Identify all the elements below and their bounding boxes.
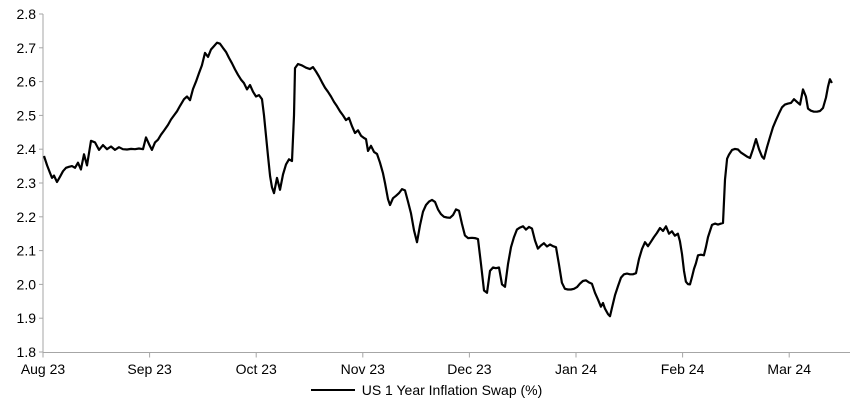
x-tick-label-feb-24: Feb 24 xyxy=(661,361,705,377)
y-tick-label-2-0: 2.0 xyxy=(17,276,37,292)
y-tick-label-1-8: 1.8 xyxy=(17,344,37,360)
chart-legend: US 1 Year Inflation Swap (%) xyxy=(0,381,853,399)
legend-line-sample xyxy=(310,389,355,391)
x-tick-label-oct-23: Oct 23 xyxy=(236,361,277,377)
x-tick-label-sep-23: Sep 23 xyxy=(127,361,172,377)
y-tick-label-2-7: 2.7 xyxy=(17,40,37,56)
series-line-us-1-year-inflation-swap xyxy=(42,41,833,318)
legend-label: US 1 Year Inflation Swap (%) xyxy=(361,382,543,398)
y-tick-label-2-1: 2.1 xyxy=(17,243,37,259)
y-tick-label-2-6: 2.6 xyxy=(17,74,37,90)
y-tick-label-1-9: 1.9 xyxy=(17,310,37,326)
x-tick-label-nov-23: Nov 23 xyxy=(341,361,386,377)
y-tick-label-2-5: 2.5 xyxy=(17,107,37,123)
y-tick-label-2-4: 2.4 xyxy=(17,141,37,157)
x-tick-label-mar-24: Mar 24 xyxy=(767,361,811,377)
y-tick-label-2-8: 2.8 xyxy=(17,6,37,22)
x-tick-label-dec-23: Dec 23 xyxy=(447,361,492,377)
x-tick-label-aug-23: Aug 23 xyxy=(21,361,66,377)
y-tick-label-2-2: 2.2 xyxy=(17,209,37,225)
y-tick-label-2-3: 2.3 xyxy=(17,175,37,191)
x-tick-label-jan-24: Jan 24 xyxy=(555,361,597,377)
